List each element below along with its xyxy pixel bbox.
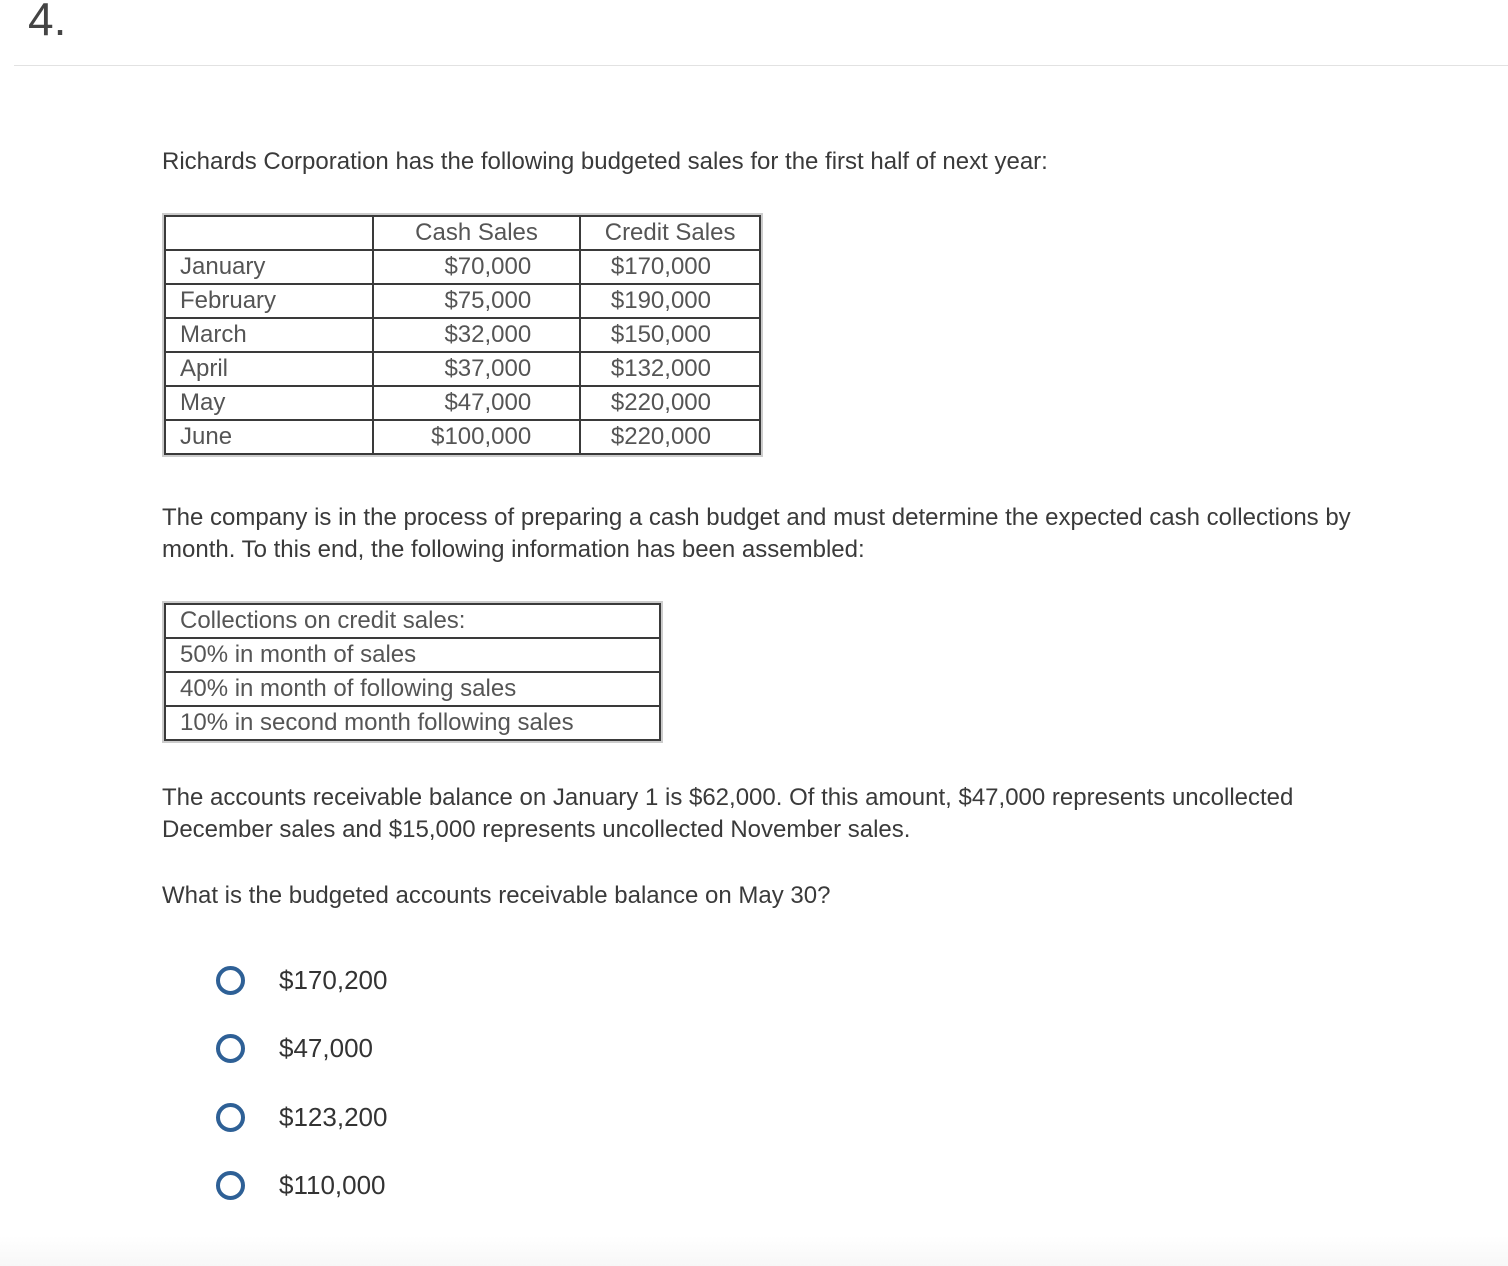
collections-cell: 10% in second month following sales xyxy=(164,705,661,741)
month: June xyxy=(164,419,374,455)
cash-sales: $100,000 xyxy=(371,419,582,455)
month: April xyxy=(164,351,374,387)
collections-cell: 40% in month of following sales xyxy=(164,671,661,707)
option-label: $123,200 xyxy=(279,1102,388,1132)
table-row: 50% in month of sales xyxy=(164,637,661,673)
intro-text: Richards Corporation has the following b… xyxy=(162,148,1048,175)
month: January xyxy=(164,249,374,285)
cash-sales: $47,000 xyxy=(371,385,582,421)
table-row: January $70,000 $170,000 xyxy=(164,249,761,285)
answer-option-3[interactable]: $123,200 xyxy=(216,1102,387,1133)
credit-sales: $220,000 xyxy=(579,385,761,421)
sales-table: Cash Sales Credit Sales January $70,000 $1… xyxy=(162,213,763,457)
header-credit-sales: Credit Sales xyxy=(579,215,761,251)
radio-button[interactable] xyxy=(216,1034,245,1063)
cash-sales: $70,000 xyxy=(371,249,582,285)
option-label: $110,000 xyxy=(279,1170,386,1200)
cash-sales: $75,000 xyxy=(371,283,582,319)
option-label: $170,200 xyxy=(279,965,388,995)
table-row: Collections on credit sales: xyxy=(164,603,661,639)
question-text: What is the budgeted accounts receivable… xyxy=(162,882,831,909)
option-label: $47,000 xyxy=(279,1033,373,1063)
header-cash-sales: Cash Sales xyxy=(371,215,582,251)
table-row: 10% in second month following sales xyxy=(164,705,661,741)
table-row: May $47,000 $220,000 xyxy=(164,385,761,421)
answer-option-2[interactable]: $47,000 xyxy=(216,1033,373,1064)
collections-table: Collections on credit sales: 50% in mont… xyxy=(162,601,663,743)
table-row: April $37,000 $132,000 xyxy=(164,351,761,387)
cash-sales: $37,000 xyxy=(371,351,582,387)
credit-sales: $132,000 xyxy=(579,351,761,387)
divider xyxy=(14,65,1508,66)
collections-cell: 50% in month of sales xyxy=(164,637,661,673)
answer-option-1[interactable]: $170,200 xyxy=(216,965,387,996)
question-number: 4. xyxy=(28,0,67,45)
table-row: 40% in month of following sales xyxy=(164,671,661,707)
radio-button[interactable] xyxy=(216,1103,245,1132)
table-row: February $75,000 $190,000 xyxy=(164,283,761,319)
table-row: March $32,000 $150,000 xyxy=(164,317,761,353)
month: March xyxy=(164,317,374,353)
credit-sales: $190,000 xyxy=(579,283,761,319)
paragraph-accounts-receivable: The accounts receivable balance on Janua… xyxy=(162,784,1294,843)
table-row: June $100,000 $220,000 xyxy=(164,419,761,455)
answer-option-4[interactable]: $110,000 xyxy=(216,1170,386,1201)
table-header-row: Cash Sales Credit Sales xyxy=(164,215,761,251)
collections-cell: Collections on credit sales: xyxy=(164,603,661,639)
radio-button[interactable] xyxy=(216,1171,245,1200)
credit-sales: $170,000 xyxy=(579,249,761,285)
paragraph-cash-budget: The company is in the process of prepari… xyxy=(162,504,1351,563)
radio-button[interactable] xyxy=(216,966,245,995)
month: February xyxy=(164,283,374,319)
credit-sales: $150,000 xyxy=(579,317,761,353)
bottom-fade xyxy=(0,1236,1508,1266)
header-cell xyxy=(164,215,374,251)
cash-sales: $32,000 xyxy=(371,317,582,353)
month: May xyxy=(164,385,374,421)
credit-sales: $220,000 xyxy=(579,419,761,455)
